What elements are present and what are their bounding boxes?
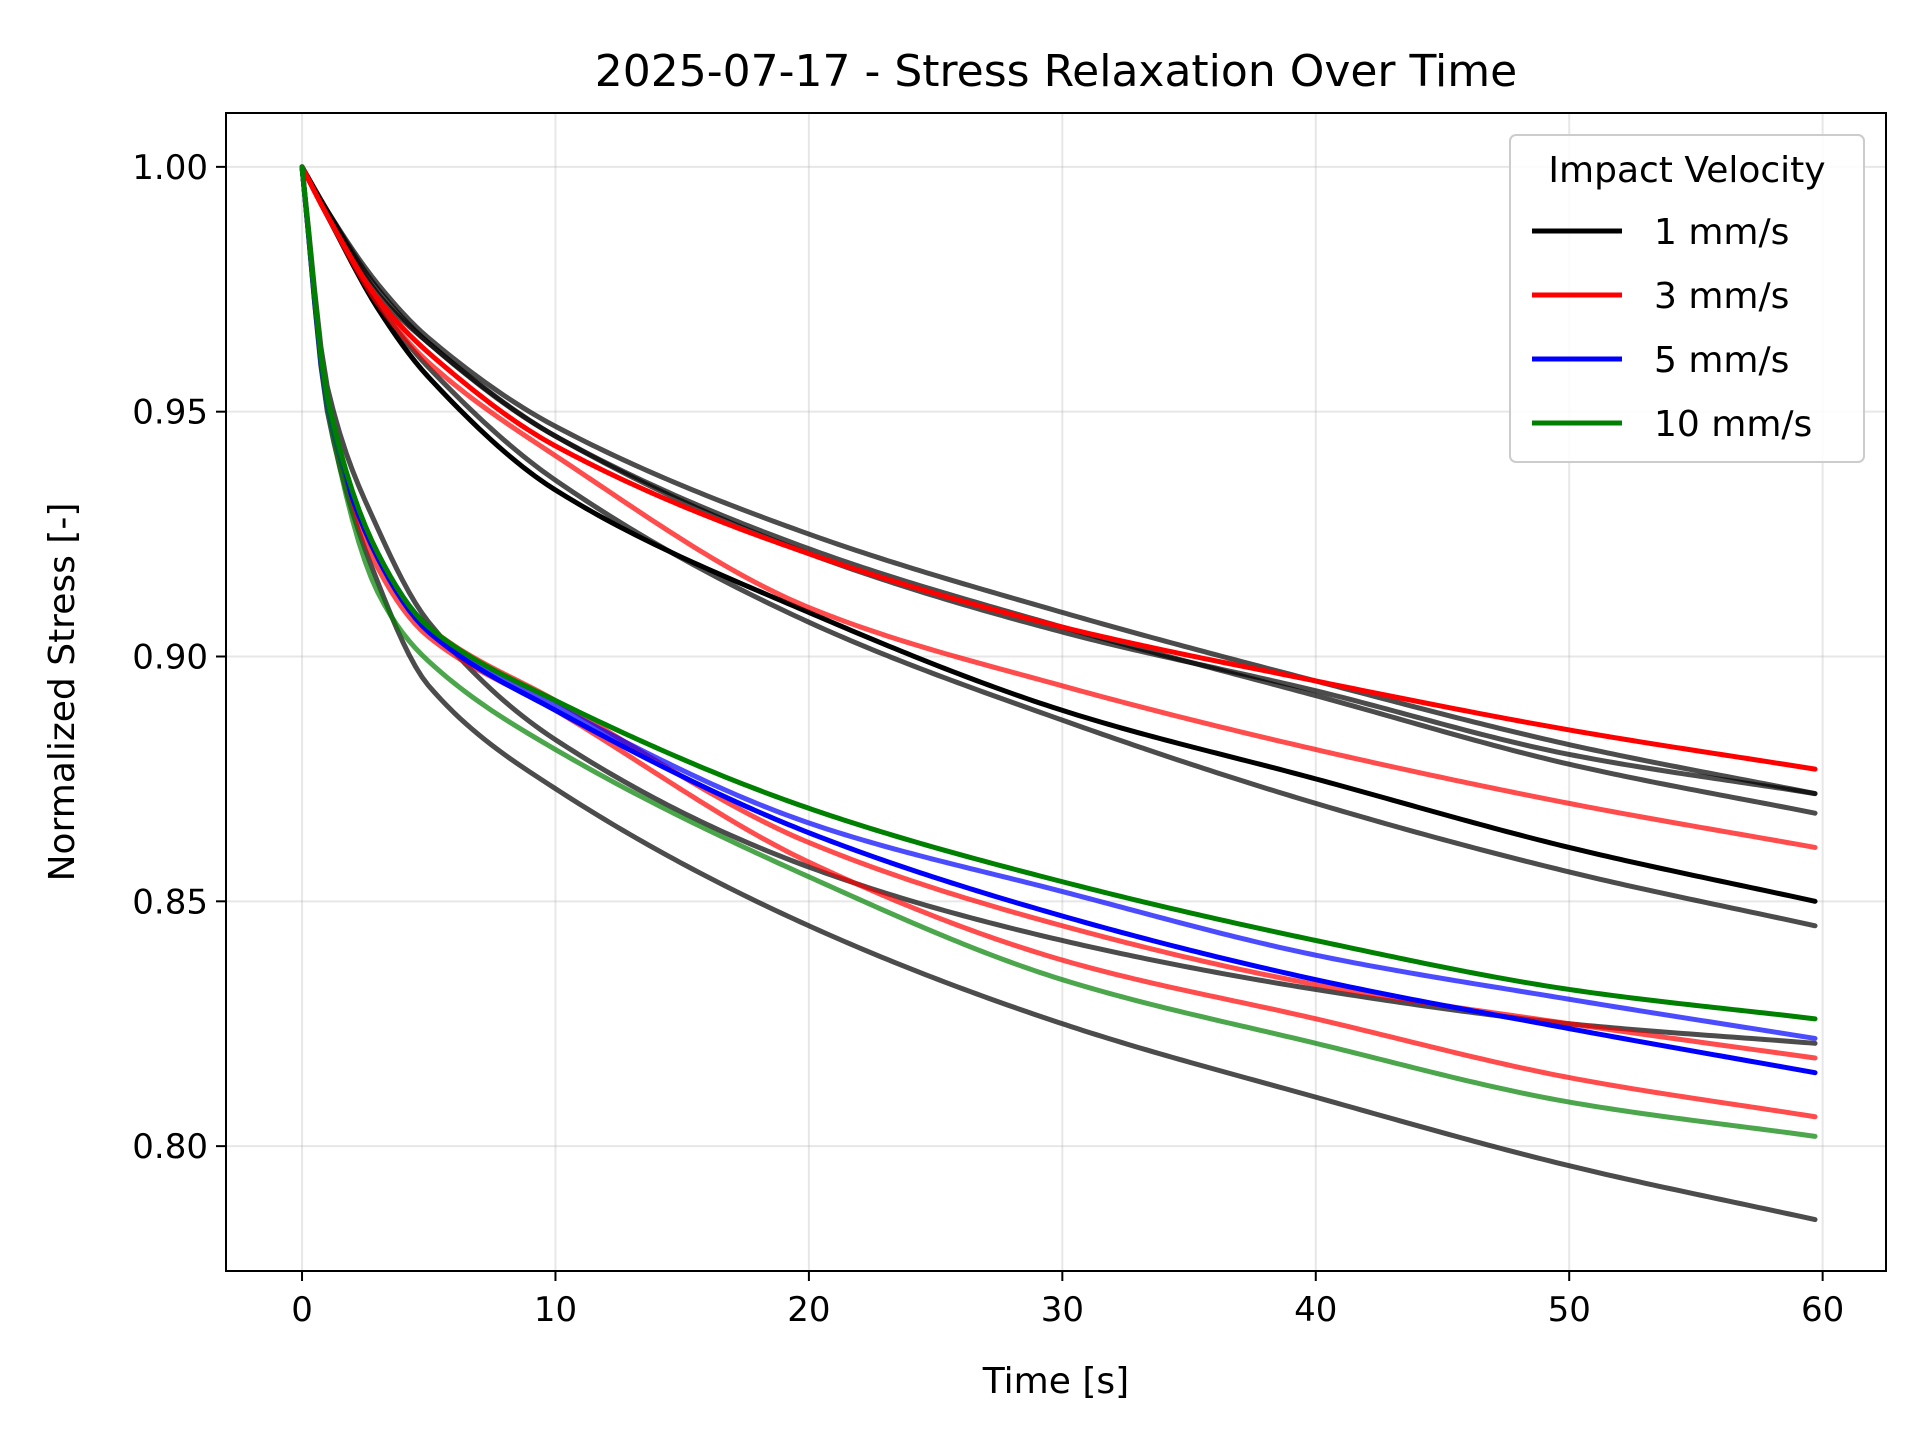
series-line-3mms-7 [299, 164, 1818, 772]
series-line-1mms-2 [299, 164, 1818, 797]
legend: Impact Velocity 1 mm/s 3 mm/s 5 mm/s 10 … [1509, 134, 1865, 463]
series-line-10mms-13 [299, 164, 1818, 1022]
series-line-3mms-8 [299, 164, 1818, 850]
series-line-10mms-14 [299, 164, 1818, 1139]
x-tick-label: 0 [291, 1290, 313, 1330]
x-tick-label: 10 [534, 1290, 577, 1330]
series-line-1mms-3 [299, 164, 1818, 904]
series-line-1mms-4 [299, 164, 1818, 929]
chart-title: 2025-07-17 - Stress Relaxation Over Time [595, 46, 1517, 97]
series-line-1mms-0 [299, 164, 1818, 797]
legend-label-5mms: 5 mm/s [1654, 340, 1789, 381]
legend-label-10mms: 10 mm/s [1654, 404, 1812, 445]
legend-label-3mms: 3 mm/s [1654, 276, 1789, 317]
x-tick-label: 40 [1294, 1290, 1337, 1330]
x-axis-label: Time [s] [982, 1361, 1129, 1402]
legend-label-1mms: 1 mm/s [1654, 212, 1789, 253]
x-tick-label: 20 [787, 1290, 830, 1330]
series-layer [299, 164, 1818, 1223]
y-tick-label: 0.85 [132, 882, 208, 922]
series-line-5mms-12 [299, 164, 1818, 1041]
y-tick-label: 0.80 [132, 1127, 208, 1167]
plot-frame [225, 112, 1887, 1272]
y-tick-label: 1.00 [132, 148, 208, 188]
y-tick-label: 0.90 [132, 638, 208, 678]
series-line-1mms-6 [299, 164, 1818, 1223]
y-tick-label: 0.95 [132, 393, 208, 433]
legend-title: Impact Velocity [1548, 150, 1825, 191]
tick-layer: 0 10 20 30 40 50 60 0.80 0.85 0.90 0.95 1.00 [132, 148, 1844, 1330]
series-line-5mms-11 [299, 164, 1818, 1076]
y-axis-label: Normalized Stress [-] [42, 503, 83, 882]
legend-box [1509, 134, 1865, 463]
x-tick-label: 50 [1548, 1290, 1591, 1330]
x-tick-label: 60 [1801, 1290, 1844, 1330]
x-tick-label: 30 [1041, 1290, 1084, 1330]
